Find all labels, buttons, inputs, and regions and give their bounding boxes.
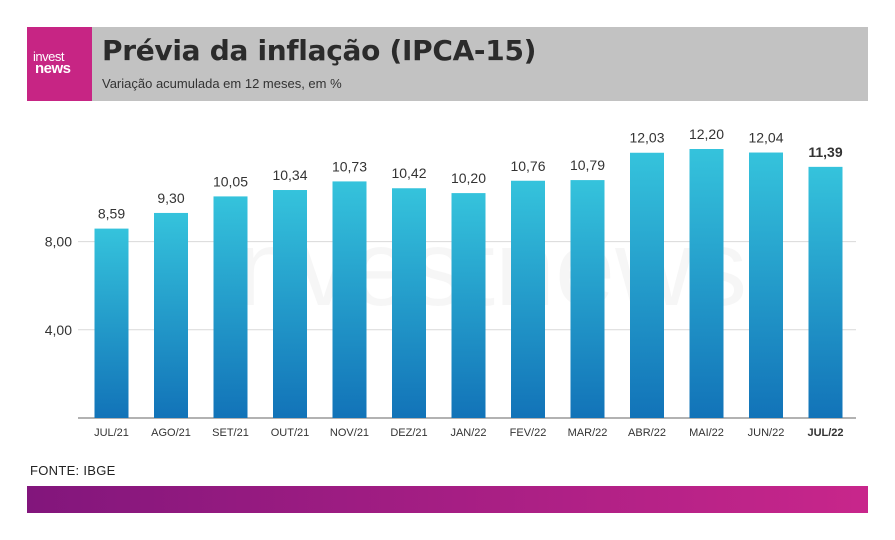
x-tick-label: ABR/22 <box>628 427 666 439</box>
bar <box>332 181 367 418</box>
data-label: 9,30 <box>157 190 184 206</box>
logo-text-bottom: news <box>35 60 71 77</box>
data-label: 10,34 <box>272 167 307 183</box>
data-label: 12,20 <box>689 126 724 142</box>
data-label: 8,59 <box>98 206 125 222</box>
data-label: 10,73 <box>332 158 367 174</box>
data-label: 12,04 <box>748 130 783 146</box>
bar <box>749 152 783 418</box>
x-tick-label: AGO/21 <box>151 427 191 439</box>
bar <box>94 228 129 418</box>
bottom-color-band <box>27 486 868 513</box>
x-tick-label: DEZ/21 <box>390 427 427 439</box>
data-label: 12,03 <box>629 130 664 146</box>
y-tick-label: 8,00 <box>45 234 72 250</box>
x-tick-label: NOV/21 <box>330 427 369 439</box>
bar <box>213 196 248 418</box>
x-tick-label: OUT/21 <box>271 427 310 439</box>
x-tick-label: FEV/22 <box>510 427 547 439</box>
chart-title: Prévia da inflação (IPCA-15) <box>102 34 537 67</box>
bar <box>392 188 426 418</box>
data-label: 10,79 <box>570 157 605 173</box>
bar <box>511 180 545 418</box>
bar <box>451 193 486 418</box>
chart-subtitle: Variação acumulada em 12 meses, em % <box>102 76 342 91</box>
x-tick-label: JUL/22 <box>807 427 843 439</box>
bar <box>689 149 724 418</box>
bar <box>154 212 188 418</box>
bar <box>273 190 307 418</box>
header-banner: invest news Prévia da inflação (IPCA-15)… <box>27 27 868 101</box>
x-tick-label: JAN/22 <box>450 427 486 439</box>
bar <box>808 166 843 418</box>
source-note: FONTE: IBGE <box>30 463 116 478</box>
x-tick-label: JUN/22 <box>748 427 785 439</box>
data-label: 10,42 <box>391 165 426 181</box>
bar <box>630 152 664 419</box>
x-tick-label: MAR/22 <box>568 427 608 439</box>
logo-text-top: invest <box>33 49 64 64</box>
y-tick-label: 4,00 <box>45 322 72 338</box>
bar <box>570 180 605 418</box>
x-tick-label: MAI/22 <box>689 427 724 439</box>
data-label: 10,05 <box>213 173 248 189</box>
x-tick-label: SET/21 <box>212 427 249 439</box>
data-label: 10,76 <box>510 158 545 174</box>
data-label: 11,39 <box>808 144 842 160</box>
x-tick-label: JUL/21 <box>94 427 129 439</box>
investnews-logo: invest news <box>27 27 92 101</box>
data-label: 10,20 <box>451 170 486 186</box>
